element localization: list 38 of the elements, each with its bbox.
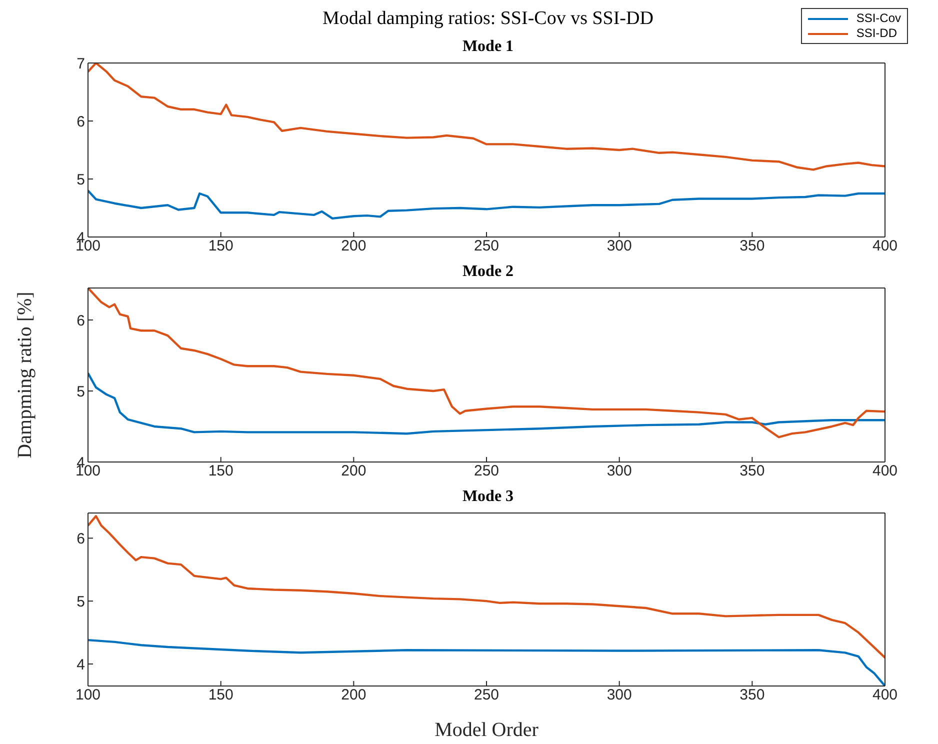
x-tick-label: 250	[474, 686, 500, 704]
x-tick-label: 200	[341, 686, 366, 704]
x-tick-label: 350	[740, 686, 765, 704]
chart-title: Mode 3	[461, 488, 515, 507]
y-tick-label: 6	[76, 530, 85, 548]
x-tick-label: 200	[341, 238, 366, 255]
y-tick-label: 6	[76, 312, 85, 330]
x-tick-label: 150	[208, 238, 234, 255]
y-tick-label: 5	[76, 171, 85, 188]
y-tick-label: 5	[76, 383, 85, 400]
chart-title: Modal damping ratios: SSI-Cov vs SSI-DD	[322, 8, 654, 29]
y-tick-label: 7	[76, 55, 85, 72]
x-tick-label: 300	[606, 238, 632, 255]
x-tick-label: 350	[740, 238, 765, 255]
x-tick-label: 200	[341, 462, 366, 480]
line-series	[88, 190, 885, 220]
x-tick-label: 400	[872, 462, 898, 480]
y-tick-label: 4	[76, 656, 85, 674]
x-tick-label: 300	[606, 686, 632, 704]
chart-title: Mode 2	[461, 263, 515, 282]
x-tick-label: 350	[740, 462, 765, 480]
x-tick-label: 100	[75, 686, 101, 704]
chart-subtitle: Mode 1	[462, 38, 514, 55]
legend-label: SSI-Cov	[856, 11, 901, 26]
x-tick-label: 400	[872, 686, 898, 704]
x-tick-label: 150	[208, 462, 234, 480]
x-axis-title: Model Order	[434, 719, 539, 741]
line-series	[88, 372, 885, 435]
line-series	[88, 515, 885, 659]
y-tick-label: 6	[76, 113, 85, 130]
x-tick-label: 250	[474, 238, 500, 255]
x-tick-label: 400	[872, 238, 898, 255]
x-tick-label: 250	[474, 462, 500, 480]
y-axis-title: Dampming ratio [%]	[14, 292, 36, 458]
legend-label: SSI-DD	[856, 26, 897, 41]
x-tick-label: 300	[606, 462, 632, 480]
y-tick-label: 5	[76, 593, 85, 610]
x-tick-label: 150	[208, 686, 234, 704]
